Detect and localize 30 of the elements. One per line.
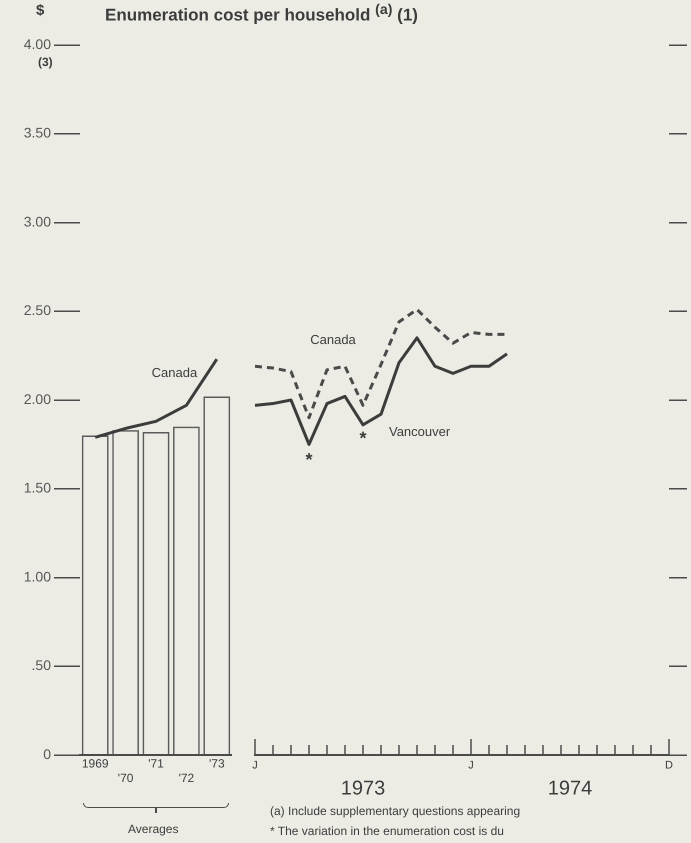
y-axis-title: $ [36,2,44,19]
x-tick-label: '70 [118,770,134,785]
annotation: * [305,449,313,470]
text: 1973 [340,778,386,800]
series-label: Vancouver [389,424,451,439]
x-axis-title: Averages [128,822,178,836]
x-tick-label: 1969 [82,756,109,771]
x-tick-label: J [252,760,258,772]
chart-title: Enumeration cost per household $^{(a)}$ (1) [105,2,418,26]
x-tick-label: '71 [148,756,164,771]
y-tick-label: 1.00 [24,568,52,584]
y-tick-label: .50 [32,657,52,674]
y-tick-label: 0 [43,746,52,762]
x-tick-label: J [468,760,474,772]
y-tick-label: 2.00 [24,390,52,407]
series-label: Canada [152,364,198,380]
text: * The variation in the enumeration cost is du [270,824,504,838]
x-tick-label: '72 [178,770,195,785]
x-tick-label: D [665,760,674,772]
text: 1974 [548,778,592,800]
y-tick-label: 3.50 [24,124,52,141]
y-tick-label: 2.50 [24,302,52,318]
text: (3) [38,55,53,69]
text: (a) Include supplementary questions appearing [270,804,520,818]
y-tick-label: 3.00 [24,213,52,230]
annotation: * [359,428,367,448]
series-label: Canada [310,332,357,347]
x-tick-label: '73 [208,756,225,771]
y-tick-label: 4.00 [24,36,52,52]
y-tick-label: 1.50 [24,480,52,496]
